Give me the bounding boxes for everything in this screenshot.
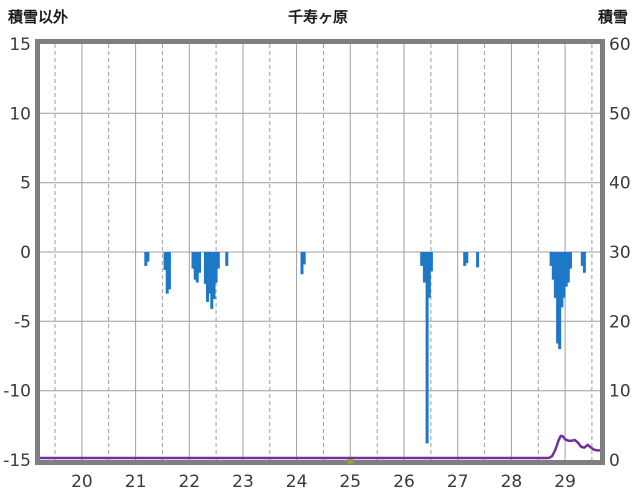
bar bbox=[300, 252, 304, 275]
snow-line bbox=[38, 434, 602, 460]
x-tick-label: 27 bbox=[447, 472, 469, 492]
plot-frame bbox=[35, 39, 605, 465]
x-tick-label: 25 bbox=[339, 472, 361, 492]
bar bbox=[214, 252, 218, 283]
bar bbox=[422, 252, 426, 283]
bar bbox=[163, 252, 167, 270]
left-tick-label: -5 bbox=[14, 312, 31, 332]
right-tick-label: 40 bbox=[609, 174, 631, 194]
x-tick-label: 26 bbox=[393, 472, 415, 492]
x-tick-label: 29 bbox=[554, 472, 576, 492]
bar bbox=[425, 252, 429, 444]
snow-depth-line bbox=[38, 434, 602, 460]
bar bbox=[302, 252, 306, 265]
grid-layer bbox=[40, 44, 600, 460]
bar bbox=[216, 252, 220, 269]
bar bbox=[562, 252, 566, 298]
bar bbox=[165, 252, 169, 294]
bar bbox=[191, 252, 195, 269]
right-tick-label: 10 bbox=[609, 382, 631, 402]
bar bbox=[582, 252, 586, 273]
x-tick-label: 28 bbox=[501, 472, 523, 492]
bar bbox=[146, 252, 150, 262]
bar bbox=[476, 252, 480, 268]
bar bbox=[203, 252, 207, 284]
bar bbox=[206, 252, 209, 302]
bar bbox=[420, 252, 424, 266]
bar bbox=[144, 252, 148, 266]
left-tick-label: 10 bbox=[9, 104, 31, 124]
bar bbox=[193, 252, 197, 280]
bar bbox=[558, 252, 562, 350]
right-tick-label: 20 bbox=[609, 312, 631, 332]
bar bbox=[553, 252, 557, 298]
right-tick-label: 30 bbox=[609, 243, 631, 263]
bar bbox=[556, 252, 560, 344]
left-tick-label: 0 bbox=[20, 243, 31, 263]
right-tick-label: 60 bbox=[609, 35, 631, 55]
right-tick-label: 50 bbox=[609, 104, 631, 124]
bar bbox=[429, 252, 433, 272]
bar bbox=[560, 252, 564, 308]
left-tick-label: 15 bbox=[9, 35, 31, 55]
bar bbox=[198, 252, 201, 273]
right-tick-label: 0 bbox=[609, 451, 620, 471]
left-tick-label: 5 bbox=[20, 174, 31, 194]
bars-series bbox=[144, 252, 586, 444]
right-axis-title: 積雪 bbox=[597, 8, 628, 26]
chart-title: 千寿ヶ原 bbox=[287, 8, 348, 26]
bar bbox=[167, 252, 171, 290]
bar bbox=[569, 252, 572, 269]
bar bbox=[210, 252, 214, 309]
bar bbox=[225, 252, 229, 266]
bar bbox=[580, 252, 584, 266]
x-tick-label: 22 bbox=[178, 472, 200, 492]
left-tick-label: -15 bbox=[3, 451, 31, 471]
bar bbox=[465, 252, 469, 264]
bar bbox=[195, 252, 199, 283]
bar bbox=[549, 252, 553, 266]
bar bbox=[463, 252, 467, 266]
x-tick-label: 24 bbox=[286, 472, 308, 492]
bar bbox=[564, 252, 568, 287]
bottom-axis-marker bbox=[347, 459, 354, 464]
bar bbox=[427, 252, 431, 298]
left-axis-title: 積雪以外 bbox=[8, 8, 69, 26]
x-tick-label: 20 bbox=[71, 472, 93, 492]
bar bbox=[208, 252, 212, 294]
x-tick-label: 21 bbox=[125, 472, 147, 492]
left-tick-label: -10 bbox=[3, 382, 31, 402]
bar bbox=[566, 252, 570, 283]
bar bbox=[212, 252, 216, 300]
x-tick-label: 23 bbox=[232, 472, 254, 492]
bar bbox=[551, 252, 555, 280]
